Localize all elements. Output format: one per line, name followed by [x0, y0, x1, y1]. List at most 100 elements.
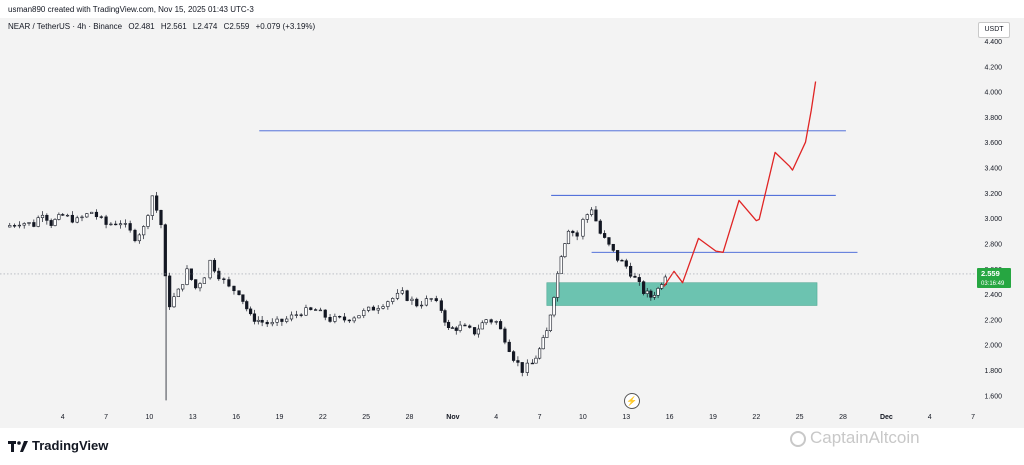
- watermark: CaptainAltcoin: [790, 428, 920, 448]
- candle-body: [507, 341, 511, 352]
- ohlc-close: C2.559: [223, 22, 250, 31]
- ohlc-high: H2.561: [160, 22, 187, 31]
- candle-body: [304, 307, 308, 316]
- candle-body: [575, 232, 579, 237]
- x-tick-label: 16: [666, 414, 674, 421]
- candle-body: [22, 223, 26, 226]
- candle-body: [275, 318, 279, 323]
- x-tick-label: 4: [494, 414, 498, 421]
- candle-body: [17, 224, 21, 227]
- ohlc-change: +0.079 (+3.19%): [255, 22, 316, 31]
- candle-body: [357, 315, 361, 319]
- candle-body: [80, 216, 84, 219]
- candle-body: [285, 318, 289, 322]
- level-lines-group: [259, 130, 858, 253]
- candle-body: [208, 259, 212, 279]
- candle-body: [227, 279, 231, 287]
- candle-body: [142, 226, 146, 236]
- x-tick-label: 4: [928, 414, 932, 421]
- candle-body: [338, 316, 342, 318]
- candle-body: [342, 316, 347, 321]
- x-tick-label: 13: [622, 414, 630, 421]
- candle-body: [94, 211, 99, 218]
- candle-body: [163, 224, 167, 277]
- candle-body: [516, 360, 520, 363]
- price-tag-countdown: 03:16:49: [981, 281, 1005, 287]
- candle-body: [27, 222, 31, 224]
- candle-body: [649, 290, 653, 298]
- candle-body: [118, 223, 123, 226]
- price-tag: [977, 267, 1011, 288]
- support-zone-group: [546, 282, 818, 306]
- candle-body: [439, 300, 443, 311]
- candle-body: [181, 284, 185, 290]
- candle-body: [333, 316, 337, 322]
- candle-body: [40, 214, 45, 219]
- candle-body: [652, 295, 657, 298]
- symbol-name: NEAR / TetherUS · 4h · Binance: [8, 22, 123, 31]
- candle-body: [123, 223, 127, 225]
- candle-body: [252, 313, 257, 322]
- y-axis: 1.6001.8002.0002.2002.4002.6002.8003.000…: [984, 39, 1002, 400]
- price-tag-group: 2.559 03:16:49: [0, 267, 1011, 288]
- candle-body: [146, 215, 150, 227]
- candle-body: [260, 319, 264, 323]
- candle-body: [36, 217, 40, 227]
- ohlc-open: O2.481: [128, 22, 155, 31]
- candle-body: [548, 314, 553, 331]
- candle-body: [395, 292, 400, 299]
- x-tick-label: 7: [971, 414, 975, 421]
- x-tick-label: 25: [796, 414, 804, 421]
- y-tick-label: 3.200: [984, 191, 1002, 198]
- candle-body: [454, 327, 458, 331]
- candle-body: [265, 321, 269, 325]
- candle-body: [511, 351, 516, 361]
- x-axis: 4 7 10 13 16 19 22 25 28 Nov 4 7 10 13 16 19 22 25 28 Dec 4 7: [61, 414, 975, 421]
- x-tick-label: Nov: [446, 414, 459, 421]
- candle-body: [202, 277, 206, 284]
- currency-button[interactable]: USDT: [978, 22, 1010, 38]
- candle-body: [366, 306, 371, 311]
- candle-body: [424, 298, 428, 306]
- candle-body: [611, 243, 615, 251]
- x-tick-label: 22: [319, 414, 327, 421]
- candle-body: [552, 297, 556, 316]
- candle-body: [541, 337, 545, 350]
- candle-body: [61, 214, 65, 216]
- candle-body: [128, 223, 132, 231]
- candle-body: [347, 319, 351, 322]
- candle-body: [381, 306, 385, 309]
- candle-body: [559, 256, 563, 274]
- tradingview-logo[interactable]: TradingView: [8, 438, 108, 453]
- y-tick-label: 2.400: [984, 292, 1002, 299]
- candle-body: [607, 237, 611, 245]
- lightning-icon[interactable]: ⚡: [624, 393, 640, 409]
- candle-body: [520, 362, 524, 373]
- candle-body: [185, 268, 189, 285]
- candles-group: [8, 191, 667, 401]
- x-tick-label: 19: [709, 414, 717, 421]
- candle-body: [494, 321, 498, 323]
- brand-name: TradingView: [32, 438, 109, 453]
- x-tick-label: 7: [104, 414, 108, 421]
- candle-body: [168, 275, 172, 308]
- candle-body: [556, 273, 560, 298]
- y-tick-label: 3.400: [984, 166, 1002, 173]
- candle-body: [624, 260, 628, 267]
- candle-body: [503, 328, 507, 343]
- candle-body: [217, 270, 221, 280]
- candle-body: [172, 296, 176, 308]
- x-tick-label: 4: [61, 414, 65, 421]
- candle-body: [585, 214, 589, 220]
- candle-body: [232, 285, 236, 292]
- candle-body: [498, 321, 503, 330]
- x-tick-label: 10: [579, 414, 587, 421]
- candle-body: [99, 216, 103, 218]
- candle-body: [633, 275, 637, 278]
- tradingview-logo-icon: [8, 440, 28, 452]
- candle-body: [371, 306, 376, 311]
- x-tick-label: 7: [538, 414, 542, 421]
- candle-body: [53, 219, 57, 226]
- candle-body: [70, 214, 74, 223]
